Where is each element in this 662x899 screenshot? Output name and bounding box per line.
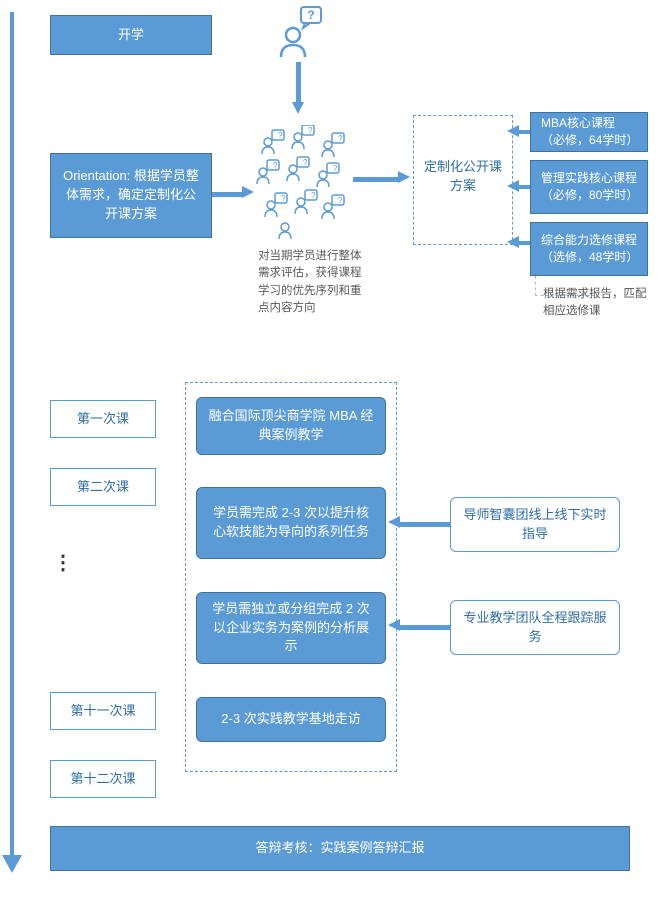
svg-text:?: ? [307, 8, 314, 22]
timeline-axis [10, 12, 14, 857]
course-elective: 综合能力选修课程 （选修，48学时） [530, 222, 648, 276]
course-mgmt: 管理实践核心课程 （必修，80学时） [530, 160, 648, 214]
timeline-arrowhead [2, 855, 22, 873]
person-question-icon: ? [275, 5, 325, 65]
box-kaixue: 开学 [50, 15, 212, 55]
arrow-crowd-right [353, 177, 398, 182]
center-item-3: 学员需独立或分组完成 2 次以企业实务为案例的分析展示 [196, 592, 386, 664]
center-item-1: 融合国际顶尖商学院 MBA 经典案例教学 [196, 397, 386, 455]
arrow-r2 [400, 625, 450, 630]
svg-text:?: ? [333, 164, 338, 173]
svg-text:?: ? [311, 191, 316, 200]
a-c3 [518, 241, 530, 245]
plan-label: 定制化公开课方案 [420, 158, 506, 196]
center-item-4: 2-3 次实践教学基地走访 [196, 697, 386, 742]
arrow-person-down [296, 62, 301, 102]
a-c1 [518, 130, 530, 134]
crowd-icon: ? ? ? ? ? ? ? ? ? [255, 125, 350, 240]
a-c2-h [507, 180, 519, 192]
a-c3-h [507, 236, 519, 248]
course-mba: MBA核心课程（必修，64学时） [530, 112, 648, 152]
lesson-2: 第二次课 [50, 468, 156, 506]
svg-text:?: ? [338, 134, 343, 143]
svg-text:?: ? [278, 131, 283, 140]
right-item-2: 专业教学团队全程跟踪服务 [450, 600, 620, 655]
svg-text:?: ? [303, 158, 308, 167]
svg-text:?: ? [338, 196, 343, 205]
right-item-1: 导师智囊团线上线下实时指导 [450, 497, 620, 552]
ellipsis-dots: ⋮ [53, 560, 73, 566]
caption-assessment: 对当期学员进行整体需求评估，获得课程学习的优先序列和重点内容方向 [258, 248, 368, 317]
svg-text:?: ? [281, 194, 286, 203]
svg-text:?: ? [308, 126, 313, 135]
arrow-r1-h [388, 516, 400, 528]
a-c2 [518, 185, 530, 189]
lesson-11: 第十一次课 [50, 692, 156, 730]
bottom-bar: 答辩考核：实践案例答辩汇报 [50, 826, 630, 871]
arrow-orient-right [212, 192, 242, 197]
lesson-12: 第十二次课 [50, 760, 156, 798]
center-item-2: 学员需完成 2-3 次以提升核心软技能为导向的系列任务 [196, 487, 386, 559]
note-elective: 根据需求报告，匹配相应选修课 [543, 286, 653, 321]
arrow-orient-right-head [242, 186, 254, 198]
a-c1-h [507, 125, 519, 137]
arrow-r2-h [388, 619, 400, 631]
svg-text:?: ? [273, 161, 278, 170]
arrow-r1 [400, 522, 450, 527]
lesson-1: 第一次课 [50, 400, 156, 438]
box-orientation: Orientation: 根据学员整体需求，确定定制化公开课方案 [50, 153, 212, 238]
arrow-person-down-head [292, 102, 304, 114]
arrow-crowd-right-head [398, 171, 410, 183]
